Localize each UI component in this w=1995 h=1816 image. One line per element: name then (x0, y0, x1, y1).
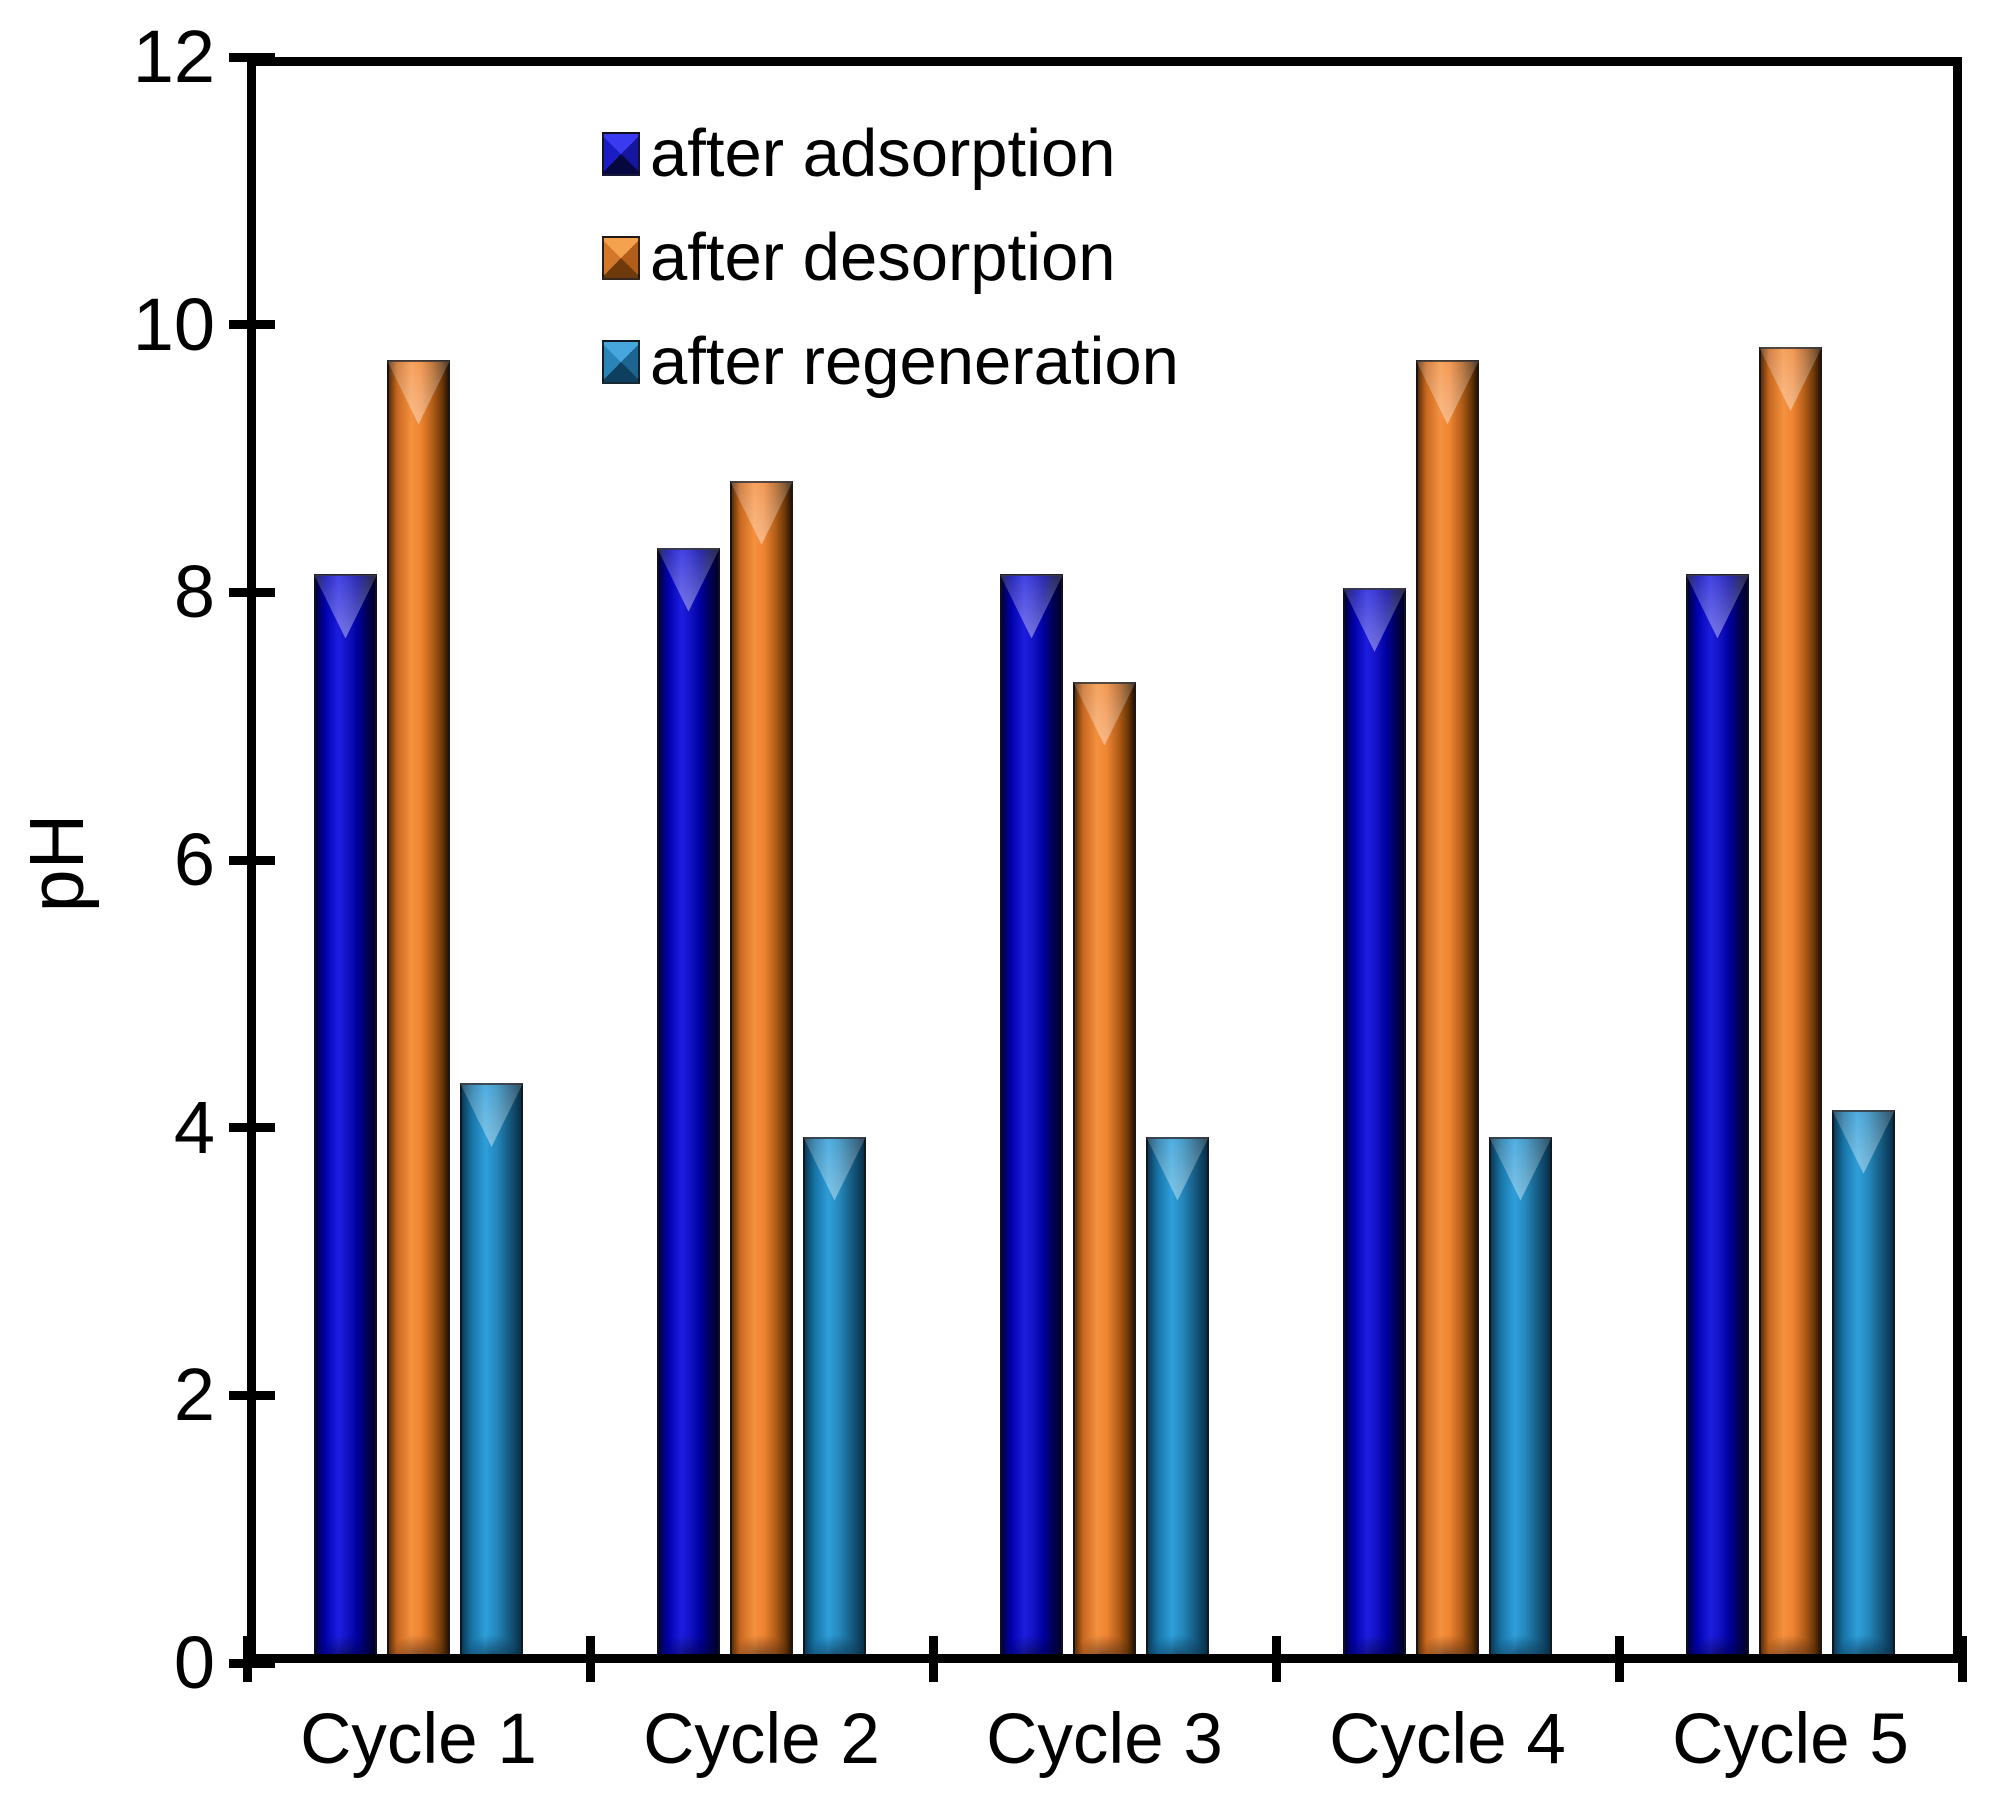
bar-after-desorption-cycle-5 (1759, 346, 1822, 1659)
y-tick-label-8: 8 (173, 550, 215, 634)
y-tick-4 (228, 1123, 275, 1133)
legend-item-after-regeneration: after regeneration (602, 326, 1179, 398)
bar-after-regeneration-cycle-2 (803, 1136, 866, 1659)
x-category-label-cycle-3: Cycle 3 (986, 1700, 1223, 1779)
legend-swatch-after-adsorption (602, 132, 640, 176)
y-tick-10 (228, 320, 275, 330)
x-tick-1 (585, 1635, 595, 1682)
bar-after-desorption-cycle-1 (387, 360, 450, 1659)
bar-after-desorption-cycle-3 (1073, 681, 1136, 1659)
legend-item-after-desorption: after desorption (602, 222, 1116, 294)
y-tick-label-12: 12 (132, 15, 215, 98)
y-tick-label-10: 10 (132, 282, 215, 366)
y-tick-6 (228, 855, 275, 865)
x-tick-5 (1957, 1635, 1967, 1682)
bar-after-regeneration-cycle-1 (460, 1083, 523, 1659)
x-tick-0 (242, 1635, 252, 1682)
y-tick-8 (228, 587, 275, 597)
y-tick-label-0: 0 (173, 1621, 215, 1704)
x-tick-3 (1271, 1635, 1281, 1682)
legend-label: after regeneration (650, 324, 1179, 399)
x-tick-2 (928, 1635, 938, 1682)
bar-after-adsorption-cycle-5 (1686, 574, 1749, 1659)
bar-after-adsorption-cycle-2 (657, 547, 720, 1659)
bar-after-adsorption-cycle-1 (314, 574, 377, 1659)
legend-swatch-after-desorption (602, 236, 640, 280)
y-tick-label-6: 6 (173, 818, 215, 901)
x-category-label-cycle-5: Cycle 5 (1672, 1700, 1909, 1779)
y-tick-2 (228, 1390, 275, 1400)
x-category-label-cycle-4: Cycle 4 (1329, 1700, 1566, 1779)
x-category-label-cycle-2: Cycle 2 (643, 1700, 880, 1779)
y-tick-0 (228, 1658, 275, 1668)
y-tick-12 (228, 52, 275, 62)
bar-after-regeneration-cycle-5 (1832, 1109, 1895, 1659)
y-tick-label-4: 4 (173, 1085, 215, 1169)
legend-item-after-adsorption: after adsorption (602, 118, 1116, 190)
bar-after-adsorption-cycle-4 (1343, 587, 1406, 1659)
x-category-label-cycle-1: Cycle 1 (300, 1700, 537, 1779)
y-tick-label-2: 2 (173, 1353, 215, 1437)
bar-after-regeneration-cycle-4 (1489, 1136, 1552, 1659)
x-tick-4 (1614, 1635, 1624, 1682)
legend-label: after adsorption (650, 116, 1116, 191)
legend-swatch-after-regeneration (602, 340, 640, 384)
bar-after-adsorption-cycle-3 (1000, 574, 1063, 1659)
bar-after-regeneration-cycle-3 (1146, 1136, 1209, 1659)
legend-label: after desorption (650, 220, 1116, 295)
bar-after-desorption-cycle-4 (1416, 360, 1479, 1659)
bar-after-desorption-cycle-2 (730, 480, 793, 1659)
